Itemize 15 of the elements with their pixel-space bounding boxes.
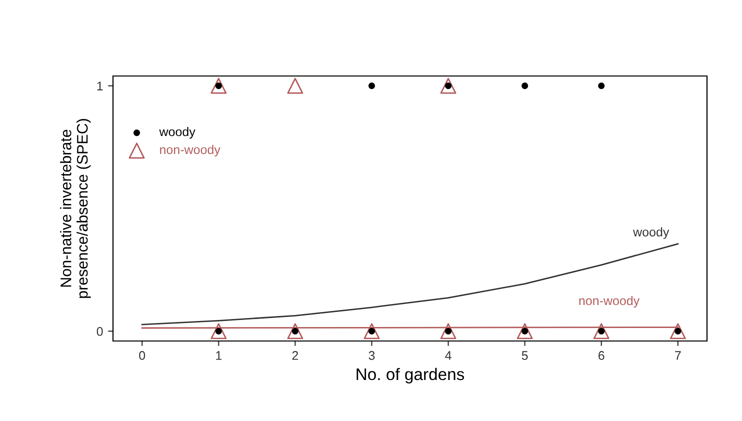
x-tick-label: 2 [292,351,298,360]
x-tick-label: 4 [445,351,452,360]
x-tick-label: 3 [368,351,375,360]
y-axis-title: Non-native invertebrate presence/absence (SPEC) [60,119,91,298]
series-label: woody [633,227,670,239]
x-axis-title: No. of gardens [356,368,464,384]
x-tick-label: 7 [675,351,681,360]
x-tick-label: 6 [598,351,604,360]
x-tick-label: 0 [139,351,146,360]
x-tick-label: 1 [216,351,222,360]
x-tick-label: 5 [522,351,528,360]
legend-label: non-woody [160,144,220,157]
series-label: non-woody [579,296,640,308]
legend-label: woody [159,127,196,139]
line-series [141,243,679,326]
